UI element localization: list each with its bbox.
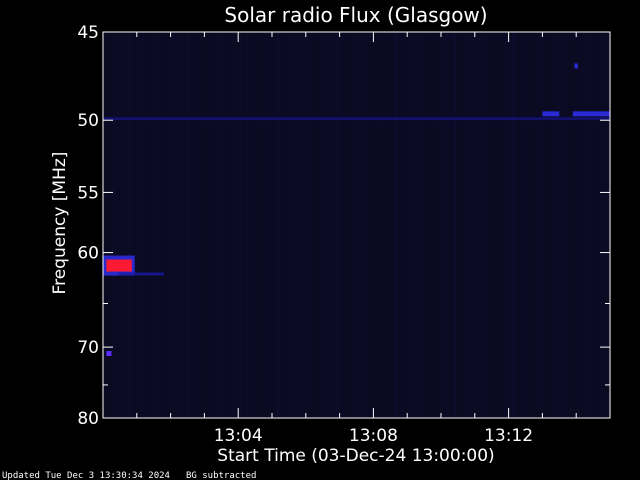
emission-feature xyxy=(103,117,610,121)
noise-stripe xyxy=(438,33,439,417)
noise-stripe xyxy=(187,33,189,417)
noise-stripe xyxy=(142,33,144,417)
noise-stripe xyxy=(372,33,373,417)
noise-stripe xyxy=(586,33,588,417)
noise-stripe xyxy=(542,33,543,417)
noise-stripe xyxy=(105,33,106,417)
plot-frame xyxy=(102,31,611,419)
noise-stripe xyxy=(276,33,279,417)
updated-timestamp: Updated Tue Dec 3 13:30:34 2024 xyxy=(2,471,170,480)
emission-feature xyxy=(118,272,164,276)
noise-stripe xyxy=(305,33,307,417)
y-tick-label: 80 xyxy=(77,409,99,429)
noise-stripe xyxy=(113,33,116,417)
noise-stripe xyxy=(327,33,328,417)
noise-stripe xyxy=(283,33,286,417)
noise-stripe xyxy=(468,33,470,417)
emission-feature xyxy=(572,111,610,117)
x-tick-label: 13:12 xyxy=(484,426,533,446)
noise-stripe xyxy=(557,33,560,417)
x-tick-label: 13:04 xyxy=(214,426,263,446)
noise-stripe xyxy=(446,33,449,417)
noise-stripe xyxy=(357,33,359,417)
noise-stripe xyxy=(224,33,227,417)
noise-stripe xyxy=(483,33,484,417)
noise-stripe xyxy=(172,33,175,417)
y-axis-label: Frequency [MHz] xyxy=(50,152,70,295)
y-tick-label: 70 xyxy=(77,338,99,358)
noise-stripe xyxy=(601,33,602,417)
noise-stripe xyxy=(342,33,345,417)
noise-stripe xyxy=(231,33,234,417)
noise-stripe xyxy=(394,33,397,417)
bg-subtracted-note: BG subtracted xyxy=(186,471,256,480)
noise-stripe xyxy=(290,33,293,417)
plot-background xyxy=(103,32,610,418)
noise-stripe xyxy=(128,33,130,417)
noise-stripe xyxy=(401,33,404,417)
noise-stripe xyxy=(246,33,248,417)
noise-stripe xyxy=(320,33,321,417)
noise-stripe xyxy=(453,33,456,417)
noise-stripe xyxy=(409,33,411,417)
noise-stripe xyxy=(150,33,151,417)
noise-stripe xyxy=(135,33,137,417)
noise-stripe xyxy=(261,33,262,417)
plot-layer: 13:04 13:08 13:12 45 50 55 60 70 80 xyxy=(77,23,611,446)
y-tick-label: 45 xyxy=(77,23,99,43)
noise-stripe xyxy=(527,33,529,417)
y-tick-label: 55 xyxy=(77,183,99,203)
noise-stripe xyxy=(239,33,241,417)
noise-stripe xyxy=(216,33,217,417)
y-tick-label: 60 xyxy=(77,244,99,264)
noise-stripe xyxy=(120,33,123,417)
noise-stripe xyxy=(416,33,418,417)
noise-stripe xyxy=(165,33,168,417)
y-tick-label: 50 xyxy=(77,111,99,131)
emission-feature xyxy=(542,111,560,117)
noise-stripe xyxy=(202,33,203,417)
noise-stripe xyxy=(520,33,522,417)
emission-feature xyxy=(106,351,112,357)
noise-stripe xyxy=(475,33,477,417)
emission-feature xyxy=(574,63,578,69)
noise-stripe xyxy=(379,33,380,417)
noise-stripe xyxy=(549,33,550,417)
noise-stripe xyxy=(179,33,182,417)
noise-stripe xyxy=(490,33,491,417)
noise-stripe xyxy=(335,33,338,417)
noise-stripe xyxy=(157,33,158,417)
noise-stripe xyxy=(594,33,595,417)
noise-stripe xyxy=(364,33,366,417)
x-tick-label: 13:08 xyxy=(349,426,398,446)
noise-stripe xyxy=(564,33,567,417)
noise-stripe xyxy=(194,33,196,417)
noise-stripe xyxy=(253,33,255,417)
emission-feature xyxy=(106,259,132,272)
noise-stripe xyxy=(209,33,210,417)
noise-stripe xyxy=(298,33,300,417)
noise-stripe xyxy=(431,33,432,417)
x-axis-label: Start Time (03-Dec-24 13:00:00) xyxy=(217,446,494,466)
noise-stripe xyxy=(512,33,515,417)
noise-stripe xyxy=(579,33,581,417)
noise-stripe xyxy=(505,33,508,417)
noise-stripe xyxy=(268,33,269,417)
chart-title: Solar radio Flux (Glasgow) xyxy=(224,3,487,27)
